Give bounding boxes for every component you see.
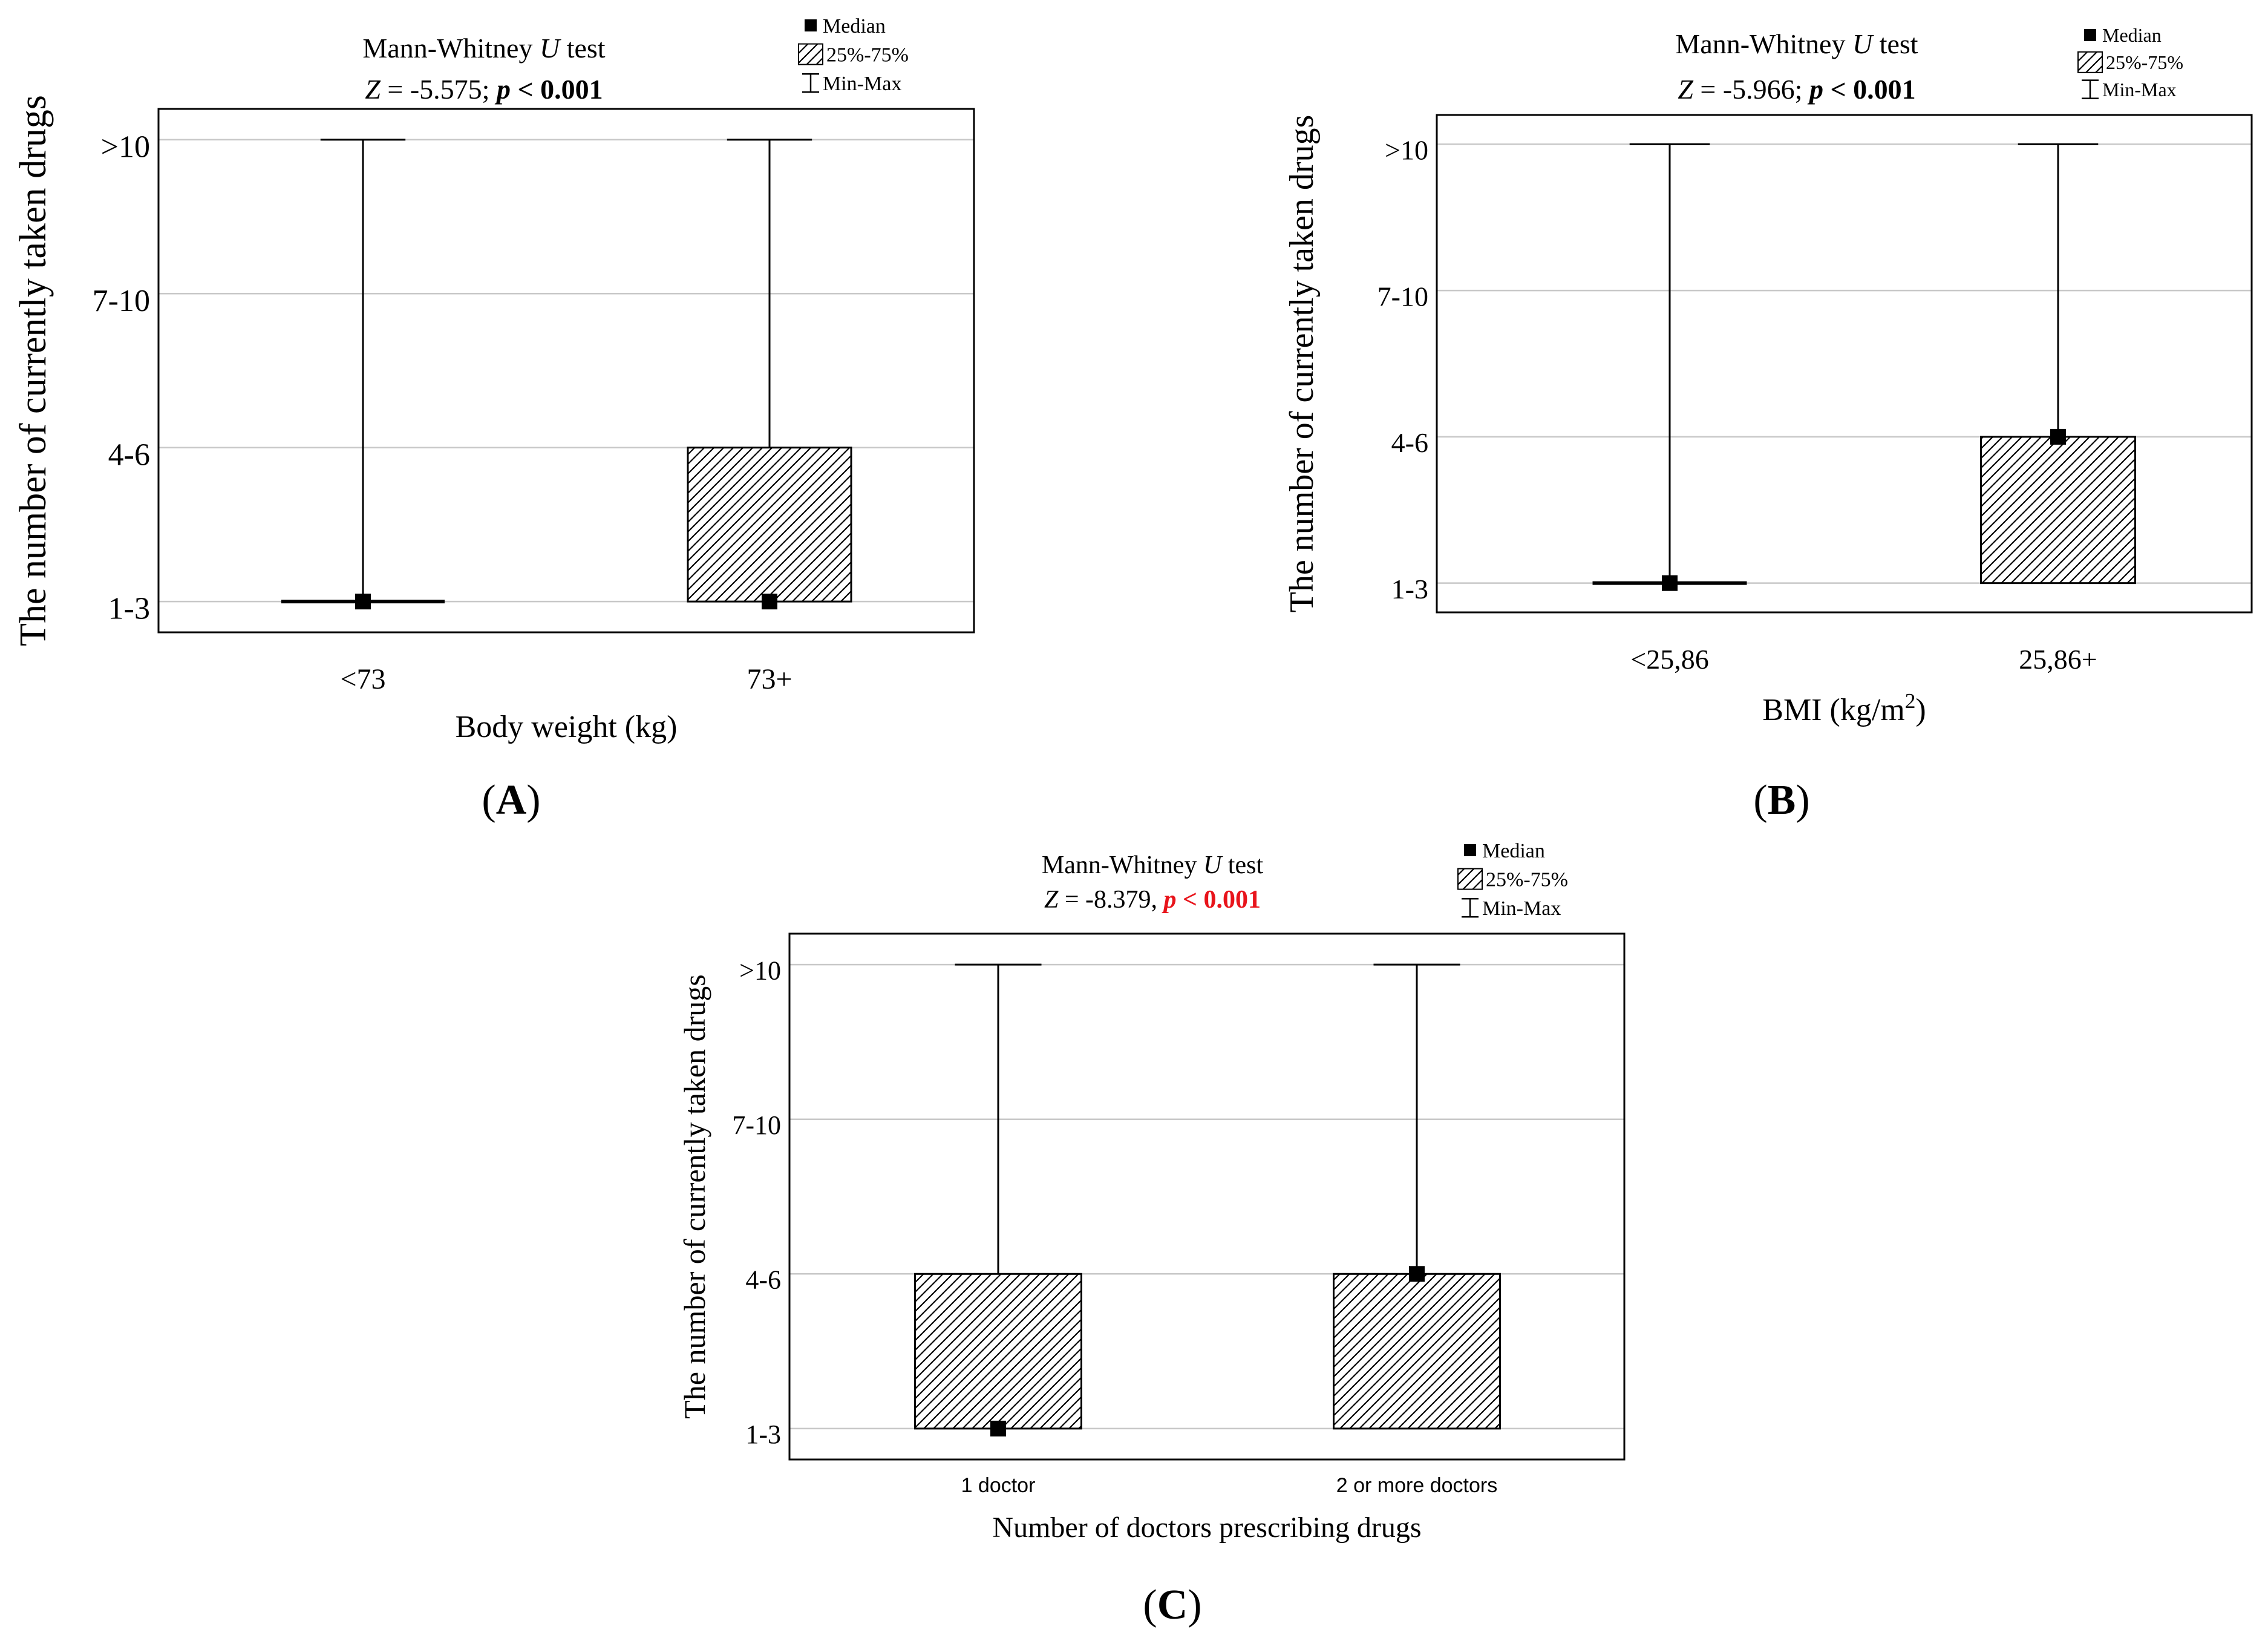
plot-frame [788,932,1626,1461]
plot-frame [1436,114,2253,614]
panel-b: 1-3 4-6 7-10 >10 <25,86 25,86+ The number of c… [1283,24,2253,824]
y-tick-label: >10 [1385,135,1428,166]
panel-c: 1-3 4-6 7-10 >10 1 doctor 2 or more doctors Th… [678,840,1626,1628]
panel-label: (C) [1143,1582,1201,1628]
x-category-label: 73+ [747,663,792,695]
test-title: Mann-Whitney U test [362,33,605,64]
test-statistic: Z = -5.966; p < 0.001 [1678,74,1915,105]
legend-range-label: Min-Max [1482,897,1561,920]
legend: Median 25%-75% Min-Max [798,15,909,95]
legend-range-label: Min-Max [2102,79,2177,100]
y-axis-label: The number of currently taken drugs [13,95,54,646]
x-category-label: <73 [340,663,385,695]
x-category-label: 1 doctor [961,1474,1036,1497]
test-statistic: Z = -8.379, p < 0.001 [1044,886,1261,914]
panel-label: (B) [1753,777,1809,824]
y-tick-label: 4-6 [1391,427,1428,458]
x-category-label: 2 or more doctors [1336,1474,1497,1497]
x-axis-label: Body weight (kg) [456,710,678,744]
y-tick-label: 1-3 [1391,574,1428,604]
median-marker [355,594,371,610]
legend-range-label: Min-Max [823,73,901,95]
median-marker [2050,428,2066,445]
y-tick-label: >10 [101,129,150,164]
legend-median-swatch [805,19,817,31]
y-tick-label: 4-6 [745,1265,781,1294]
test-statistic: Z = -5.575; p < 0.001 [365,74,603,105]
panel-a: 1-3 4-6 7-10 >10 <73 73+ The number of current… [13,15,975,824]
legend-median-swatch [1464,844,1476,856]
y-axis-label: The number of currently taken drugs [678,974,711,1418]
legend-iqr-label: 25%-75% [2106,51,2183,73]
median-marker [1409,1266,1425,1282]
y-tick-label: 7-10 [93,284,150,318]
median-marker [1662,575,1678,591]
legend: Median 25%-75% Min-Max [2077,24,2183,100]
panel-label: (A) [482,777,540,824]
iqr-box [1333,1273,1501,1430]
y-tick-label: 4-6 [108,437,150,472]
x-axis-label: BMI (kg/m2) [1762,689,1926,727]
y-tick-label: 1-3 [745,1420,781,1449]
y-tick-label: >10 [739,955,781,985]
legend-median-label: Median [1482,840,1545,862]
x-category-label: <25,86 [1630,644,1708,675]
y-axis-label: The number of currently taken drugs [1283,115,1321,613]
x-category-label: 25,86+ [2019,644,2097,675]
iqr-box [914,1273,1082,1430]
legend-iqr-swatch [798,43,823,65]
y-tick-label: 1-3 [108,592,150,626]
x-axis-label: Number of doctors prescribing drugs [992,1512,1421,1544]
legend-iqr-swatch [1457,868,1483,890]
legend-median-label: Median [823,15,886,38]
legend-iqr-swatch [2077,51,2103,73]
legend-iqr-label: 25%-75% [826,44,909,67]
legend: Median 25%-75% Min-Max [1457,840,1568,920]
iqr-box [1980,436,2136,585]
legend-median-swatch [2084,29,2096,41]
plot-frame [157,108,975,634]
legend-iqr-label: 25%-75% [1486,869,1568,891]
iqr-box [687,447,852,603]
median-marker [762,594,777,610]
test-title: Mann-Whitney U test [1675,28,1918,59]
y-tick-label: 7-10 [732,1110,781,1140]
median-marker [990,1420,1006,1437]
test-title: Mann-Whitney U test [1042,851,1264,879]
y-tick-label: 7-10 [1377,281,1428,312]
legend-median-label: Median [2102,24,2162,46]
